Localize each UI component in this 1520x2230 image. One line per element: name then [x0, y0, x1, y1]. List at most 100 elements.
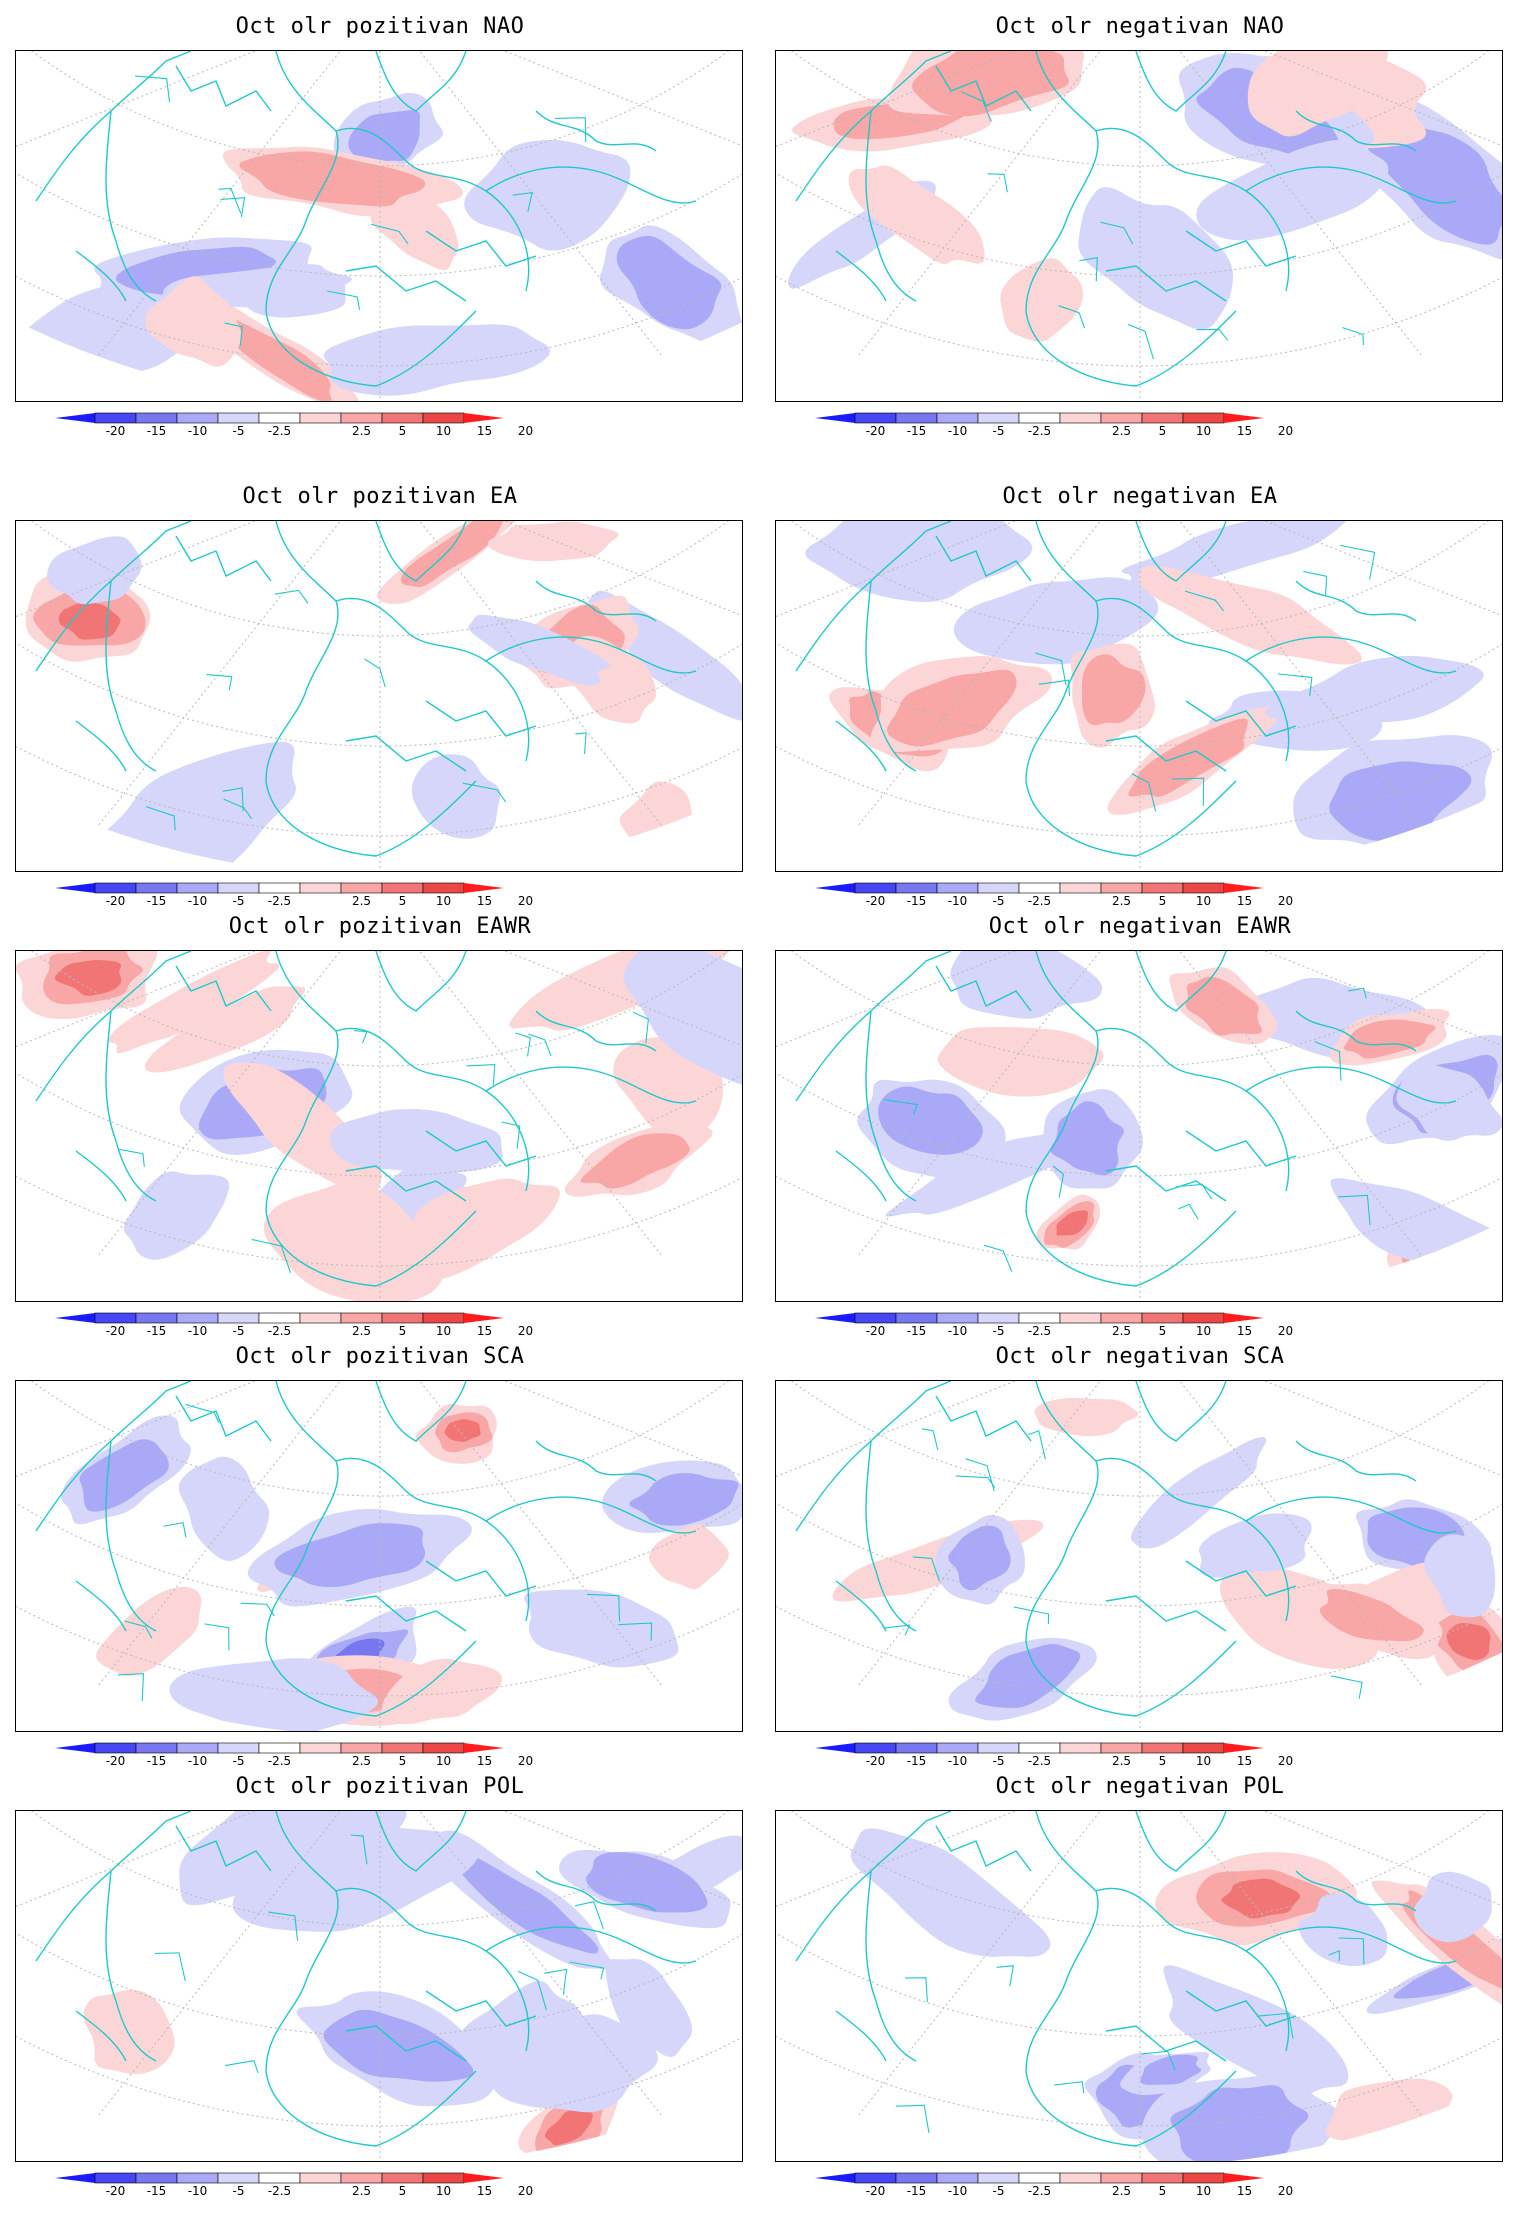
country-border — [1141, 2050, 1176, 2071]
anomaly-contour — [381, 1658, 502, 1725]
map-panel-pozitivan-ea: Oct olr pozitivan EA -20 -15 -10 -5 -2.5 2.5 5… — [0, 470, 760, 916]
coastline — [1105, 1165, 1227, 1202]
anomaly-contour — [887, 669, 1017, 747]
country-border — [222, 787, 244, 812]
coastline — [485, 1926, 697, 1964]
coastline — [865, 1440, 917, 1632]
coastline — [485, 636, 697, 674]
anomaly-contour — [1170, 2085, 1309, 2161]
coastline — [1135, 51, 1227, 112]
colorbar-tick-label: -20 — [106, 424, 126, 438]
colorbar-tick-label: 2.5 — [1112, 1324, 1131, 1338]
colorbar-tick-label: 20 — [1278, 2184, 1293, 2198]
colorbar-swatch — [895, 1312, 938, 1324]
anomaly-contour — [169, 1658, 379, 1731]
colorbar-tick-label: 15 — [1237, 1324, 1252, 1338]
anomaly-contour — [263, 1180, 444, 1301]
country-border — [501, 1121, 521, 1149]
coastline — [935, 965, 1032, 1012]
olr-anomaly-map — [16, 1811, 742, 2161]
colorbar-tick-label: 15 — [477, 2184, 492, 2198]
coastline — [1025, 1381, 1237, 1717]
colorbar-tick-label: 5 — [1159, 2184, 1167, 2198]
coastline — [1105, 265, 1227, 302]
colorbar-tick-label: -5 — [993, 1324, 1005, 1338]
country-border — [983, 1244, 1013, 1272]
country-border — [117, 1673, 145, 1703]
coastline — [835, 250, 887, 302]
anomaly-contour — [1163, 1965, 1349, 2094]
country-border — [354, 1030, 368, 1044]
coastline — [335, 1027, 530, 1192]
coastline — [1105, 1595, 1227, 1632]
anomaly-contour — [544, 2110, 593, 2146]
colorbar-tick-label: 5 — [399, 2184, 407, 2198]
map-panel-negativan-nao: Oct olr negativan NAO -20 -15 -10 -5 -2.5 2.5… — [760, 0, 1520, 446]
coastline — [1185, 230, 1297, 267]
colorbar-arrow-high — [1224, 413, 1264, 423]
colorbar-swatch — [94, 1312, 137, 1324]
longitude-gridline — [1139, 1811, 1423, 2117]
map-panel-negativan-pol: Oct olr negativan POL -20 -15 -10 -5 -2.5 2.5… — [760, 1760, 1520, 2206]
colorbar-swatch — [94, 882, 137, 894]
panel-title: Oct olr pozitivan NAO — [235, 14, 525, 39]
colorbar-tick-label: 20 — [1278, 424, 1293, 438]
colorbar-swatch — [1018, 2172, 1061, 2184]
coastline — [425, 1560, 537, 1597]
colorbar-tick-label: 2.5 — [352, 894, 371, 908]
country-border — [466, 1064, 496, 1086]
anomaly-contour — [108, 951, 280, 1054]
coastline — [425, 230, 537, 267]
coastline — [75, 2010, 127, 2062]
colorbar-swatch — [258, 412, 301, 424]
olr-anomaly-map — [776, 1381, 1502, 1731]
country-border — [1054, 2081, 1085, 2094]
coastline — [375, 521, 467, 582]
coastline — [1095, 597, 1290, 762]
coastline — [75, 250, 127, 302]
olr-anomaly-map — [776, 521, 1502, 871]
country-border — [274, 589, 309, 604]
longitude-gridline — [379, 1811, 742, 1974]
coastline — [935, 1825, 1032, 1872]
colorbar-tick-label: 10 — [1196, 1754, 1211, 1768]
anomaly-contour — [1140, 2054, 1202, 2085]
country-border — [224, 2060, 259, 2074]
colorbar-tick-label: 5 — [1159, 1324, 1167, 1338]
colorbar-swatch — [135, 412, 178, 424]
coastline — [265, 1811, 477, 2147]
anomaly-contour — [123, 1171, 230, 1260]
colorbar-swatch — [1141, 1742, 1184, 1754]
country-border — [1196, 328, 1229, 341]
country-border — [1035, 652, 1067, 686]
coastline — [105, 110, 157, 302]
country-border — [569, 1961, 605, 1980]
country-border — [883, 1624, 911, 1636]
anomaly-contour — [848, 165, 985, 265]
colorbar-tick-label: -15 — [147, 424, 167, 438]
colorbar-tick-label: -15 — [907, 424, 927, 438]
country-border — [1338, 1937, 1365, 1965]
country-border — [268, 1911, 299, 1941]
map-panel-pozitivan-pol: Oct olr pozitivan POL -20 -15 -10 -5 -2.5 2.5… — [0, 1760, 760, 2206]
anomaly-contour — [1343, 1019, 1436, 1059]
coastline — [175, 1825, 272, 1872]
coastline — [425, 1990, 537, 2027]
colorbar-swatch — [1100, 2172, 1143, 2184]
colorbar-swatch — [977, 2172, 1020, 2184]
colorbar-swatch — [936, 882, 979, 894]
longitude-gridline — [379, 51, 742, 214]
colorbar-swatch — [422, 1312, 465, 1324]
country-border — [1330, 1675, 1363, 1699]
colorbar-swatch — [422, 2172, 465, 2184]
country-border — [224, 322, 243, 347]
colorbar-swatch — [94, 2172, 137, 2184]
coastline — [535, 1010, 657, 1052]
coastline — [265, 521, 477, 857]
colorbar-tick-label: -5 — [233, 1324, 245, 1338]
map-panel-negativan-sca: Oct olr negativan SCA -20 -15 -10 -5 -2.5 2.5… — [760, 1330, 1520, 1776]
coastline — [485, 1496, 697, 1534]
map-frame — [15, 50, 743, 402]
longitude-gridline — [379, 51, 663, 357]
olr-anomaly-map — [776, 951, 1502, 1301]
